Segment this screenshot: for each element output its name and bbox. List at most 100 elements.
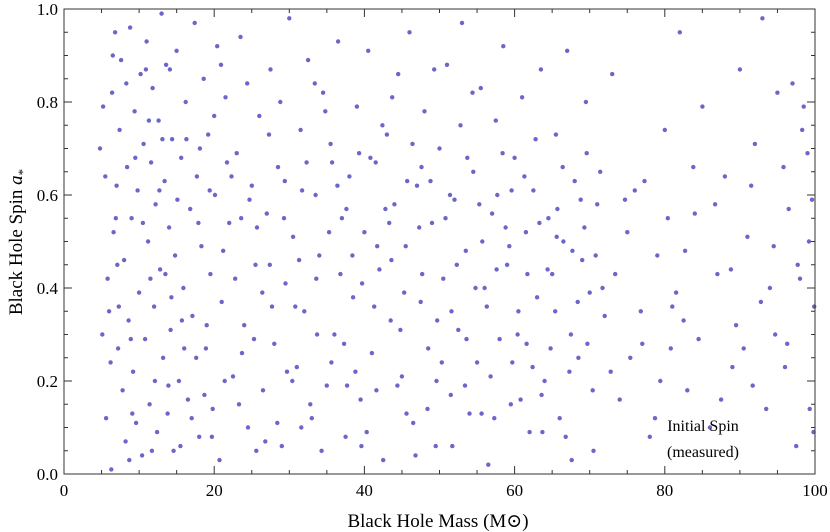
data-point xyxy=(343,434,348,439)
data-point xyxy=(554,234,559,239)
data-point xyxy=(149,448,155,453)
data-point xyxy=(576,355,581,360)
data-point xyxy=(700,104,705,109)
data-point xyxy=(557,416,562,421)
data-point xyxy=(105,276,110,281)
data-point xyxy=(188,206,193,212)
data-point xyxy=(809,197,815,202)
data-point xyxy=(112,30,118,35)
data-point xyxy=(308,402,313,407)
data-point xyxy=(452,197,457,202)
plot-frame xyxy=(63,8,816,475)
data-point xyxy=(253,262,258,267)
data-point xyxy=(585,341,590,346)
data-point xyxy=(587,290,592,295)
data-point xyxy=(249,183,254,188)
data-point xyxy=(332,332,337,337)
data-point xyxy=(179,318,185,323)
data-point xyxy=(148,276,153,281)
data-point xyxy=(745,234,750,239)
data-point xyxy=(354,104,360,109)
data-point xyxy=(692,211,697,216)
data-point xyxy=(202,392,207,398)
data-point xyxy=(323,109,328,114)
data-point xyxy=(375,244,380,249)
data-point xyxy=(518,397,523,402)
data-point xyxy=(471,169,476,174)
data-point xyxy=(395,383,400,388)
data-point xyxy=(398,327,403,333)
data-point xyxy=(176,378,182,384)
data-point xyxy=(707,425,713,430)
data-point xyxy=(474,360,480,365)
data-point xyxy=(572,178,577,184)
data-point xyxy=(358,397,363,402)
data-point xyxy=(464,336,469,342)
data-point xyxy=(512,155,517,160)
data-point xyxy=(203,346,209,351)
data-point xyxy=(196,220,201,226)
data-point xyxy=(178,443,183,449)
y-tick-labels: 0.0 0.2 0.4 0.6 0.8 1.0 xyxy=(37,0,59,484)
data-point xyxy=(437,146,442,151)
data-point xyxy=(715,271,720,277)
data-point xyxy=(647,434,652,439)
data-point xyxy=(133,155,138,160)
data-point xyxy=(339,216,345,221)
data-point xyxy=(500,151,505,156)
y-tick-label: 0.2 xyxy=(37,372,58,391)
data-point xyxy=(142,336,148,342)
data-point xyxy=(404,411,409,416)
data-point xyxy=(578,197,583,202)
data-point xyxy=(504,262,510,267)
data-point xyxy=(167,67,173,72)
data-point xyxy=(696,336,701,342)
data-point xyxy=(794,443,799,449)
data-point xyxy=(314,276,319,281)
data-point xyxy=(429,220,435,226)
data-point xyxy=(168,327,173,333)
data-point xyxy=(254,225,260,230)
data-point xyxy=(730,364,735,370)
y-tick-label: 0.8 xyxy=(37,93,58,112)
data-point xyxy=(625,230,630,235)
data-point xyxy=(282,178,287,184)
data-point xyxy=(622,197,628,202)
data-point xyxy=(254,448,259,453)
data-point xyxy=(156,118,161,123)
data-point xyxy=(230,374,236,379)
data-point xyxy=(124,164,130,170)
data-point xyxy=(435,318,440,323)
data-point xyxy=(805,151,810,156)
data-point xyxy=(146,118,152,123)
data-point xyxy=(392,202,397,207)
data-point xyxy=(314,332,320,337)
data-point xyxy=(194,355,199,360)
data-point xyxy=(103,174,108,179)
data-point xyxy=(750,383,755,388)
data-point xyxy=(497,336,502,342)
data-point xyxy=(239,350,245,356)
data-point xyxy=(489,211,495,216)
data-point xyxy=(324,383,329,388)
data-point xyxy=(515,332,520,337)
data-point xyxy=(166,225,172,230)
data-point xyxy=(764,406,769,412)
data-point xyxy=(501,44,506,49)
data-point xyxy=(781,164,786,170)
data-point xyxy=(100,332,105,337)
data-point xyxy=(797,276,803,281)
data-point xyxy=(299,425,304,430)
data-point xyxy=(151,304,157,309)
data-point xyxy=(380,123,385,128)
data-point xyxy=(218,62,224,67)
data-point xyxy=(561,239,566,244)
data-point xyxy=(251,336,257,342)
data-point xyxy=(524,341,529,346)
data-point xyxy=(486,462,491,467)
data-point xyxy=(121,257,127,263)
data-point xyxy=(206,132,211,137)
data-point xyxy=(116,304,122,309)
y-axis-label-main: Black Hole Spin xyxy=(6,185,27,315)
data-point xyxy=(484,304,489,309)
